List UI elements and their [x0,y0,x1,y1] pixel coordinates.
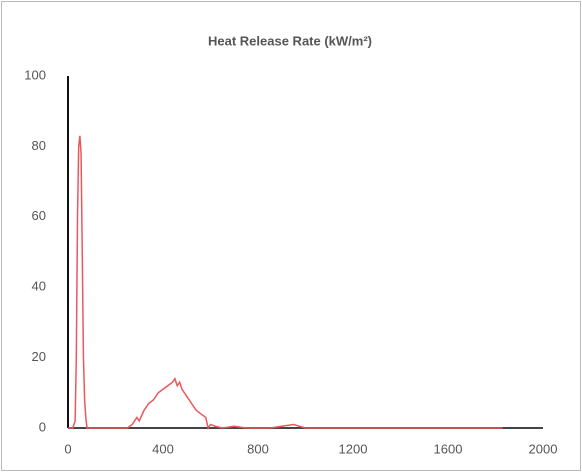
y-tick-label: 100 [24,67,46,82]
y-tick-label: 60 [32,208,46,223]
y-tick-label: 20 [32,349,46,364]
data-line [68,135,503,430]
y-tick-label: 80 [32,138,46,153]
x-tick-label: 2000 [529,441,558,456]
x-tick-label: 400 [152,441,174,456]
x-tick-label: 800 [247,441,269,456]
x-tick-label: 1600 [434,441,463,456]
x-tick-label: 1200 [339,441,368,456]
y-tick-label: 40 [32,279,46,294]
chart-title: Heat Release Rate (kW/m²) [208,33,372,48]
x-tick-label: 0 [64,441,71,456]
y-tick-label: 0 [39,419,46,434]
